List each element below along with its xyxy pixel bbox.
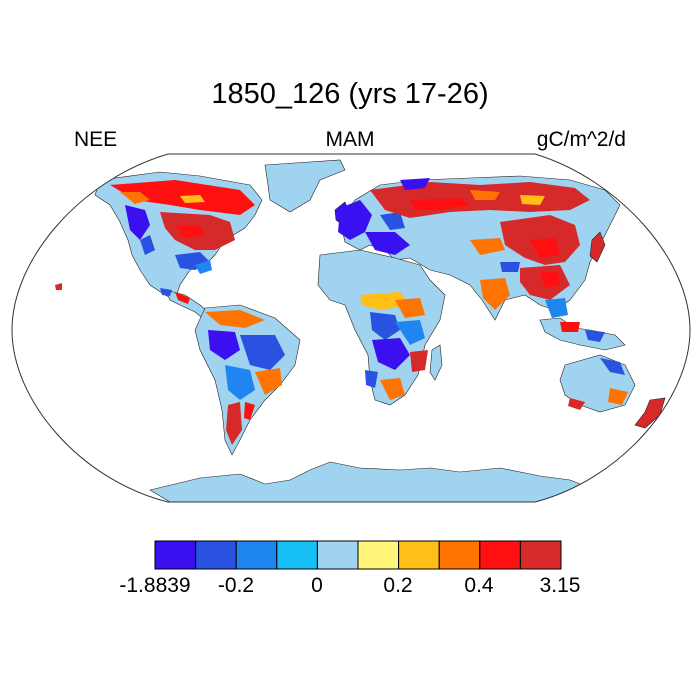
landmass-pacific-island <box>55 283 62 290</box>
colorbar-swatch <box>438 540 481 570</box>
colorbar-swatch <box>316 540 359 570</box>
colorbar-tick-label: 0.2 <box>383 574 413 597</box>
colorbar-swatch <box>235 540 278 570</box>
colorbar-swatch <box>519 540 562 570</box>
map-title: 1850_126 (yrs 17-26) <box>211 78 489 110</box>
nee-data-cells <box>110 178 628 445</box>
colorbar-tick-label: 3.15 <box>539 574 581 597</box>
landmass-greenland <box>264 159 346 213</box>
landmass-madagascar <box>429 344 443 381</box>
colorbar-swatch <box>195 540 237 570</box>
map-boundary <box>11 153 691 503</box>
colorbar-swatch <box>357 540 400 570</box>
colorbar-swatch <box>276 540 318 570</box>
colorbar-tick-label: -0.2 <box>217 574 255 597</box>
colorbar-swatch <box>154 540 197 570</box>
colorbar-swatch <box>479 540 521 570</box>
colorbar-tick-label: 0 <box>311 574 323 597</box>
colorbar-tick-label: -1.8839 <box>119 574 191 597</box>
landmass-japan <box>589 231 606 263</box>
landmass-new-zealand <box>634 397 666 429</box>
colorbar-swatch <box>398 540 440 570</box>
variable-label: NEE <box>74 128 118 151</box>
colorbar-tick-label: 0.4 <box>464 574 494 597</box>
units-label: gC/m^2/d <box>536 128 626 151</box>
season-label: MAM <box>325 128 375 151</box>
